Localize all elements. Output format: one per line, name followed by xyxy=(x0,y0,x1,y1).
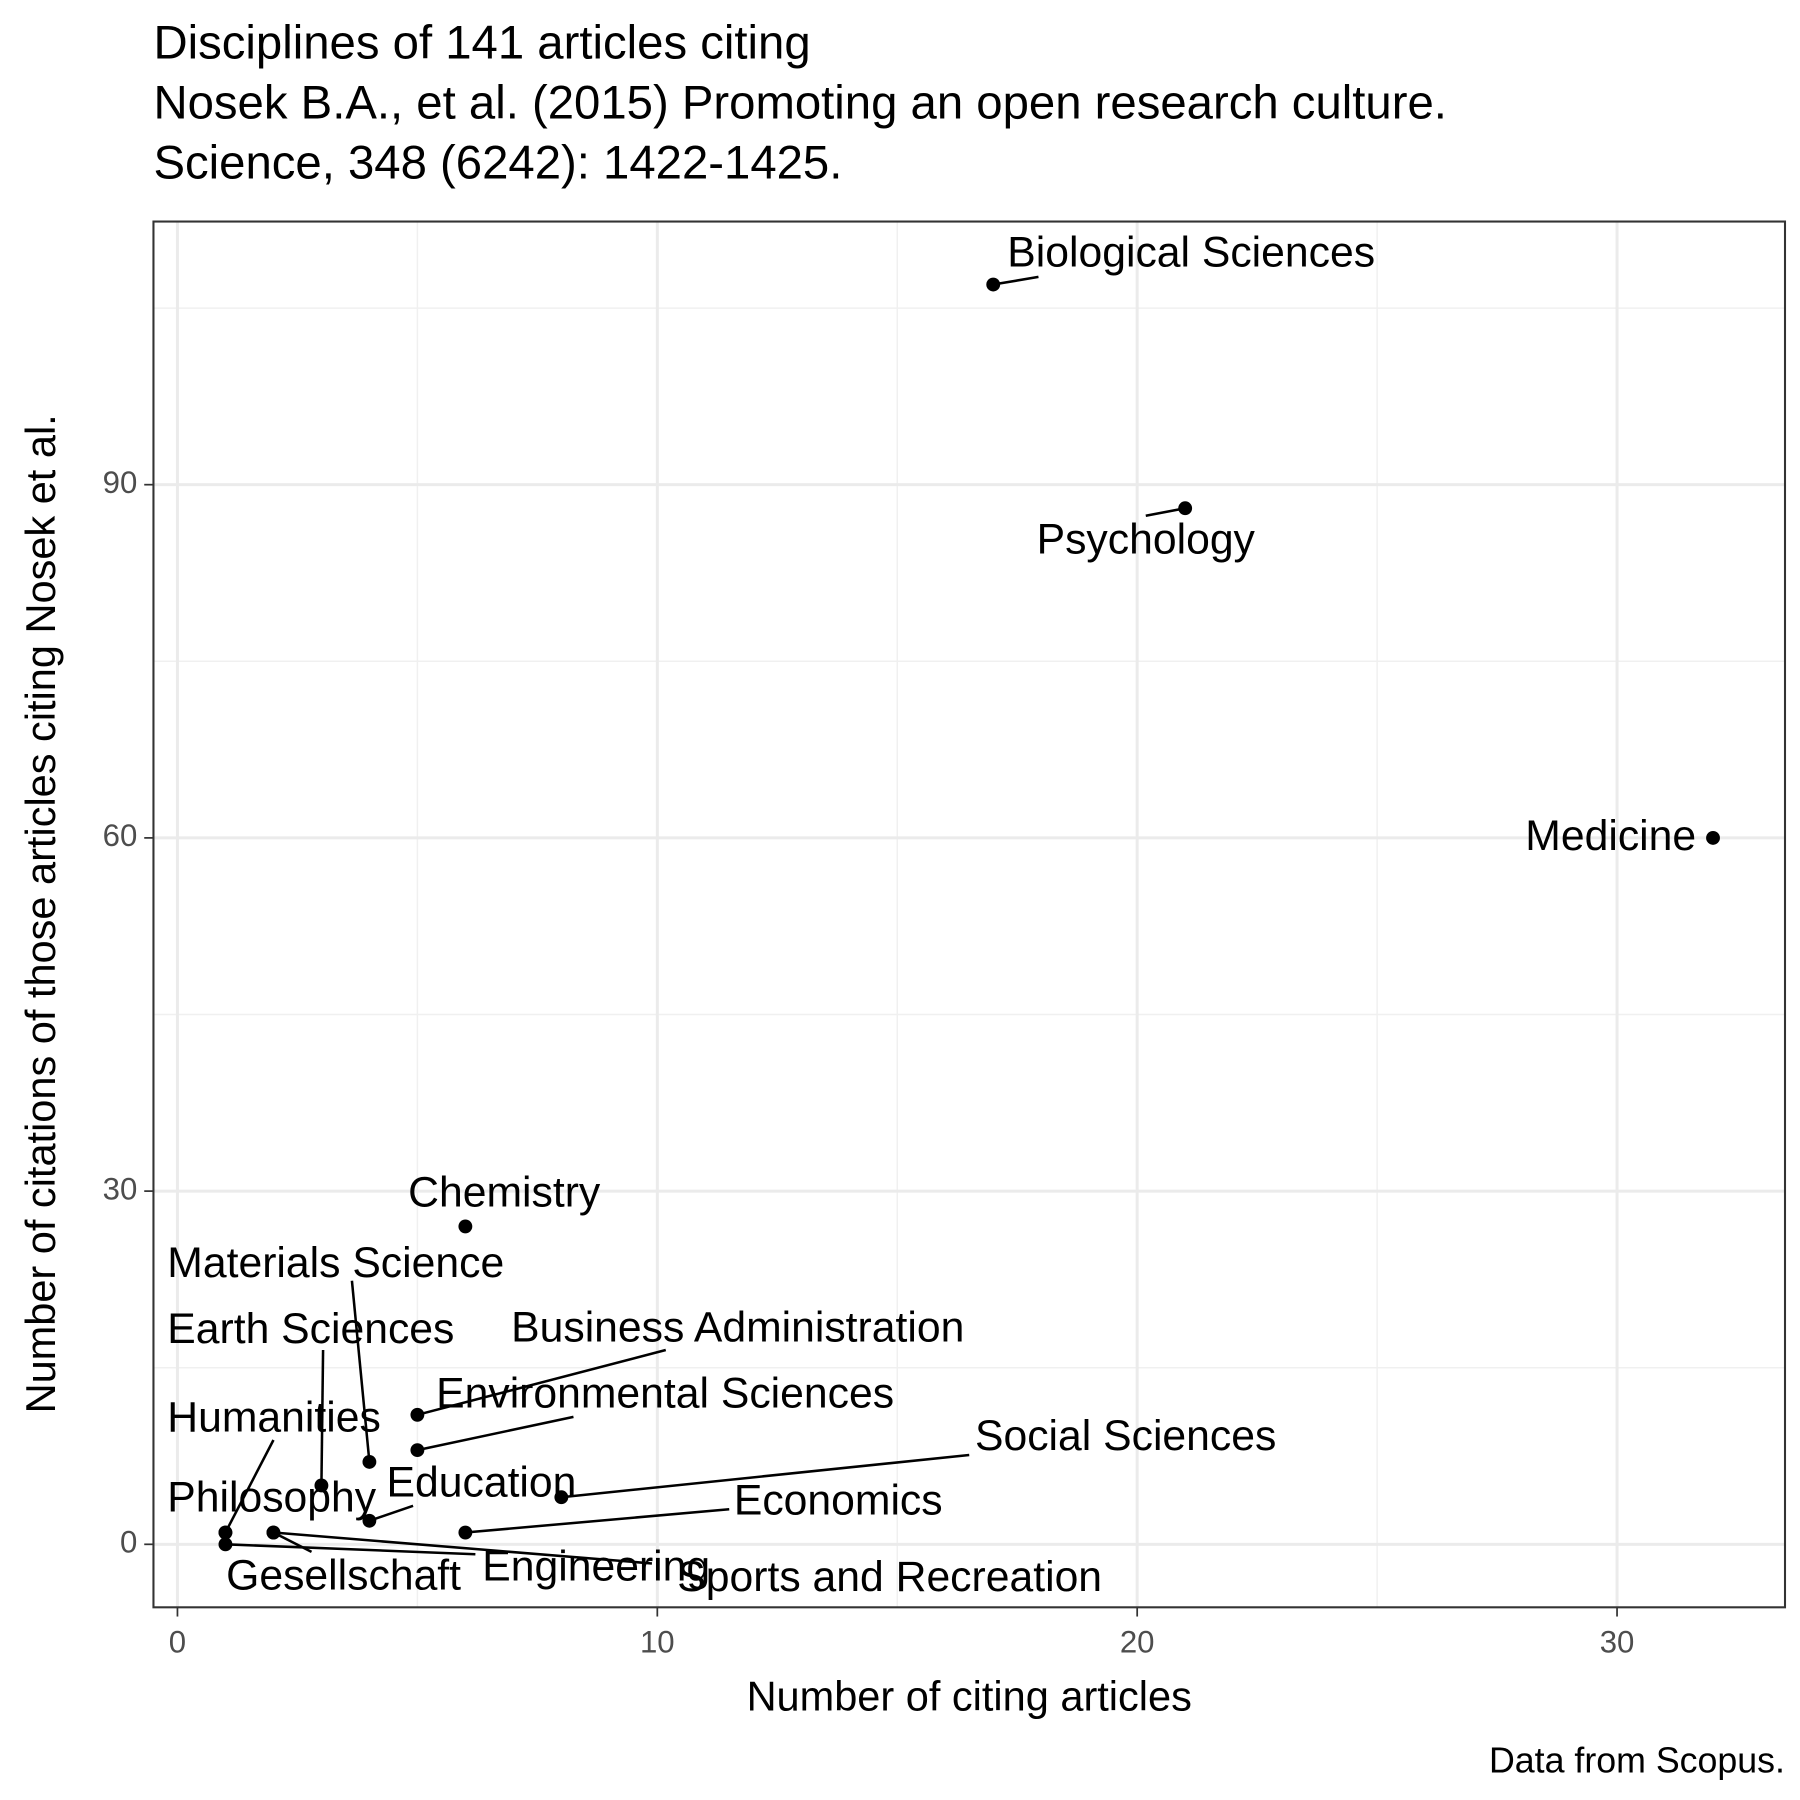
point xyxy=(1178,501,1193,516)
point-label: Economics xyxy=(734,1477,943,1525)
x-tick-label: 0 xyxy=(169,1624,186,1659)
y-tick-label: 60 xyxy=(103,818,138,853)
point xyxy=(362,1454,377,1469)
point-label: Environmental Sciences xyxy=(436,1369,894,1417)
point-label: Materials Science xyxy=(167,1239,504,1287)
point xyxy=(314,1478,329,1493)
point xyxy=(458,1219,473,1234)
panel-border xyxy=(152,220,1787,1609)
point xyxy=(362,1513,377,1528)
point xyxy=(1706,830,1720,845)
point xyxy=(266,1525,281,1540)
x-tick-label: 30 xyxy=(1600,1624,1635,1659)
x-axis-title: Number of citing articles xyxy=(747,1673,1192,1720)
y-tick-label: 30 xyxy=(103,1171,138,1206)
x-tick-label: 10 xyxy=(640,1624,675,1659)
label-connector xyxy=(417,1415,574,1452)
point-label: Biological Sciences xyxy=(1007,228,1375,276)
point xyxy=(410,1443,425,1458)
point-label: Sports and Recreation xyxy=(677,1553,1102,1601)
point-label: Chemistry xyxy=(408,1169,601,1217)
label-connector xyxy=(561,1453,970,1499)
point xyxy=(986,277,1001,292)
point-label: Humanities xyxy=(167,1394,381,1442)
y-axis-title: Number of citations of those articles ci… xyxy=(17,414,64,1413)
point xyxy=(410,1407,425,1422)
y-tick-label: 0 xyxy=(120,1525,137,1560)
point-label: Gesellschaft xyxy=(226,1552,461,1600)
point-label: Social Sciences xyxy=(975,1412,1276,1460)
x-tick-label: 20 xyxy=(1120,1624,1155,1659)
point xyxy=(218,1537,233,1552)
label-connector xyxy=(465,1507,730,1534)
label-connector xyxy=(417,1348,667,1417)
label-connector xyxy=(993,275,1039,286)
label-connector xyxy=(225,1543,476,1556)
point-label: Engineering xyxy=(482,1543,710,1591)
title-line: Nosek B.A., et al. (2015) Promoting an o… xyxy=(153,77,1446,130)
caption: Data from Scopus. xyxy=(1489,1741,1785,1781)
point-label: Business Administration xyxy=(511,1304,964,1352)
title-line: Disciplines of 141 articles citing xyxy=(153,17,810,70)
label-connector xyxy=(320,1349,325,1486)
point xyxy=(218,1525,233,1540)
label-connector xyxy=(224,1439,275,1534)
point xyxy=(554,1490,569,1505)
label-connector xyxy=(368,1504,414,1522)
y-tick-label: 90 xyxy=(103,465,138,500)
point-label: Education xyxy=(387,1458,577,1506)
point-label: Psychology xyxy=(1037,516,1256,564)
point-label: Medicine xyxy=(1525,812,1696,860)
point xyxy=(458,1525,473,1540)
label-connector xyxy=(273,1531,653,1565)
point-label: Earth Sciences xyxy=(167,1305,454,1353)
label-connector xyxy=(350,1280,371,1463)
point-label: Philosophy xyxy=(167,1473,376,1521)
title-line: Science, 348 (6242): 1422-1425. xyxy=(153,137,842,190)
